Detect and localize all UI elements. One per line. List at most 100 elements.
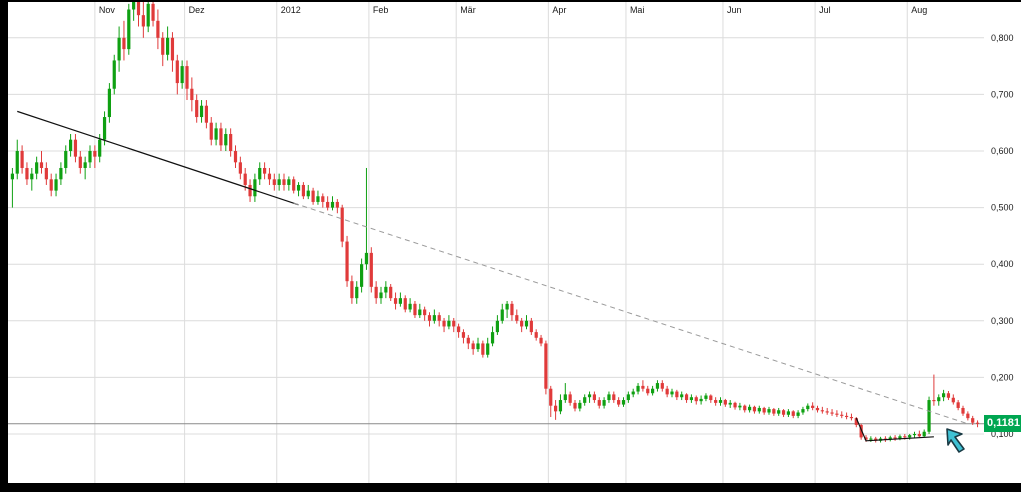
candle-body <box>427 315 432 321</box>
candle-body <box>146 3 150 27</box>
candle-body <box>728 402 732 405</box>
candle-body <box>796 412 800 416</box>
candle-body <box>306 190 310 197</box>
candle-body <box>592 394 596 401</box>
candle-body <box>102 117 107 140</box>
candle-body <box>757 407 761 412</box>
trendline-downtrend-solid <box>17 110 299 206</box>
candle-body <box>292 179 296 191</box>
candle-body <box>170 37 175 61</box>
candle-body <box>457 326 461 333</box>
candle-body <box>190 88 194 101</box>
month-label: Jul <box>819 5 831 15</box>
candle-body <box>466 337 470 344</box>
candle-body <box>35 162 39 174</box>
candle-body <box>360 264 364 287</box>
candle-body <box>180 66 184 84</box>
left-border <box>0 0 8 492</box>
candle-body <box>219 128 223 146</box>
candle-body <box>922 431 926 437</box>
month-label: 2012 <box>281 5 301 15</box>
candle-body <box>820 410 824 412</box>
candle-body <box>88 151 92 163</box>
candle-body <box>534 332 538 338</box>
month-label: Feb <box>373 5 389 15</box>
candle-body <box>660 383 664 389</box>
last-price-value: 0,1181 <box>987 416 1021 429</box>
candle-body <box>282 179 286 185</box>
candle-body <box>350 281 354 299</box>
candle-body <box>10 173 14 180</box>
candle-body <box>568 394 572 403</box>
candle-body <box>811 405 815 408</box>
candle-body <box>93 151 97 157</box>
candle-body <box>393 298 398 304</box>
candle-body <box>471 343 475 350</box>
candle-body <box>263 167 267 174</box>
candle-body <box>854 418 858 425</box>
candle-body <box>767 409 771 413</box>
candle-body <box>20 151 24 168</box>
candle-body <box>408 303 412 310</box>
candle-body <box>777 410 781 414</box>
candle-body <box>898 436 902 439</box>
candle-body <box>651 388 655 394</box>
candle-body <box>752 406 757 412</box>
candle-body <box>30 173 34 180</box>
candle-body <box>539 337 543 344</box>
candle-body <box>675 391 679 398</box>
candle-body <box>141 15 145 27</box>
candle-body <box>258 167 262 180</box>
candle-body <box>869 438 873 440</box>
candle-body <box>59 167 63 180</box>
candle-body <box>835 413 839 415</box>
candle-body <box>544 343 548 389</box>
candle-body <box>364 252 369 265</box>
candle-body <box>301 184 305 197</box>
candle-body <box>956 402 960 408</box>
candle-body <box>961 407 965 414</box>
candle-body <box>670 391 674 395</box>
candle-body <box>558 400 563 412</box>
candle-body <box>112 60 116 89</box>
candle-body <box>151 3 155 21</box>
candle-body <box>326 201 330 208</box>
month-label: Jun <box>727 5 742 15</box>
candle-body <box>15 151 19 174</box>
price-tick-label: 0,400 <box>991 259 1014 269</box>
candle-body <box>903 436 907 438</box>
candle-body <box>432 315 436 321</box>
candle-body <box>908 435 912 438</box>
candle-body <box>743 405 747 411</box>
candle-body <box>786 411 790 415</box>
candle-body <box>204 105 208 123</box>
candle-body <box>714 400 718 403</box>
candle-body <box>117 37 121 61</box>
candle-body <box>418 309 422 316</box>
candle-body <box>243 173 247 185</box>
candle-body <box>942 393 946 398</box>
candle-body <box>199 105 204 118</box>
candle-body <box>44 167 48 180</box>
candle-body <box>602 400 606 406</box>
candle-body <box>316 196 320 202</box>
candle-body <box>946 393 951 398</box>
candle-body <box>403 298 407 310</box>
candle-body <box>806 405 810 410</box>
candle-body <box>704 395 708 399</box>
candle-body <box>549 388 553 406</box>
candle-body <box>238 162 242 174</box>
candle-body <box>224 134 228 146</box>
candle-body <box>452 320 456 327</box>
candle-body <box>369 252 373 287</box>
candle-body <box>486 343 490 355</box>
candle-body <box>655 383 660 389</box>
candle-body <box>937 397 941 402</box>
candle-body <box>791 411 795 416</box>
candle-body <box>718 400 723 403</box>
candle-body <box>917 434 921 437</box>
candle-body <box>267 173 272 180</box>
candle-body <box>733 402 737 408</box>
candle-body <box>73 139 78 157</box>
